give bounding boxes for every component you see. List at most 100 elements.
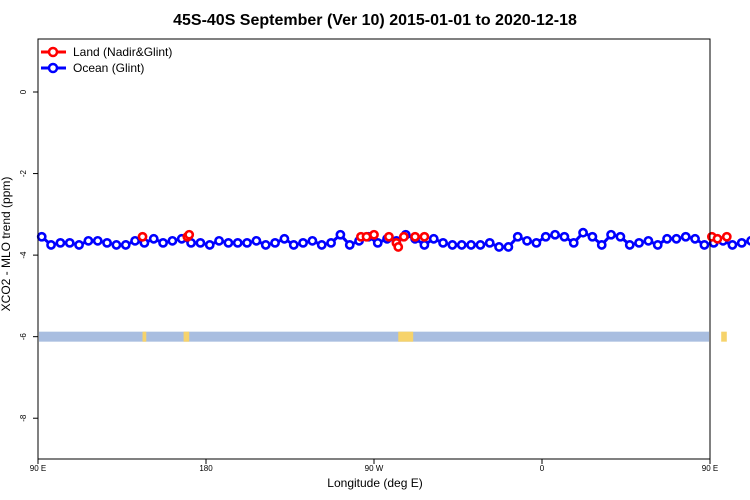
land-point [419,231,430,242]
ocean-point [167,235,178,246]
ocean-point [568,237,579,248]
x-tick-label: 90 E [702,464,718,473]
data-series [36,227,750,252]
ocean-point [316,240,327,250]
ocean-point [447,240,458,250]
land-mask-segment [183,331,190,342]
ocean-point [456,240,467,250]
y-tick-label: -6 [19,333,28,341]
ocean-point [624,240,635,250]
land-point [137,231,148,242]
land-ocean-mask [39,331,727,342]
ocean-point [643,235,654,246]
ocean-point [204,240,215,250]
chart-title: 45S-40S September (Ver 10) 2015-01-01 to… [173,12,577,29]
ocean-point [531,237,542,248]
ocean-point [503,242,514,252]
legend-land-marker [47,46,59,58]
y-tick-label: 0 [19,89,28,94]
ocean-point [596,240,607,250]
ocean-point [260,240,271,250]
ocean-point [130,235,140,246]
ocean-mask-strip [39,331,709,342]
land-mask-segment [142,331,147,342]
ocean-point [74,240,84,250]
ocean-series [36,227,750,252]
ocean-point [727,240,738,250]
land-series [137,229,732,252]
ocean-point [148,233,159,244]
ocean-point [344,240,355,250]
legend-land-label: Land (Nadir&Glint) [73,45,172,59]
ocean-point [512,231,523,242]
ocean-point [111,240,122,250]
ocean-point [251,235,262,246]
ocean-point [606,229,616,240]
ocean-point [83,235,94,246]
ocean-point [223,237,234,248]
ocean-point [55,237,66,248]
ocean-point [242,237,252,248]
ocean-point [634,237,644,248]
land-point [361,231,372,242]
ocean-point [522,235,532,246]
land-point [410,231,420,242]
land-point [384,231,394,242]
ocean-point [699,240,710,250]
ocean-point [484,237,495,248]
plot-frame [37,38,711,460]
ocean-point [578,227,588,238]
ocean-point [288,240,299,250]
land-mask-segment [721,331,727,342]
land-point [184,229,195,240]
ocean-point [736,237,747,248]
ocean-point [615,231,626,242]
land-mask-segment [398,331,414,342]
ocean-point [270,237,280,248]
legend-ocean-label: Ocean (Glint) [73,61,144,75]
ocean-point [540,231,551,242]
ocean-point [550,229,560,240]
ocean-point [587,231,598,242]
y-tick-label: -4 [19,251,28,259]
ocean-point [438,237,448,248]
x-tick-label: 180 [199,464,213,473]
land-point [369,229,379,240]
x-tick-label: 90 E [30,464,46,473]
x-axis-label: Longitude (deg E) [327,476,422,490]
ocean-point [475,240,486,250]
ocean-point [326,237,336,248]
ocean-point [680,231,691,242]
y-tick-label: -8 [19,414,28,422]
ocean-point [46,240,56,250]
ocean-point [36,231,47,242]
ocean-point [195,237,206,248]
x-tick-label: 90 W [365,464,384,473]
ocean-point [92,235,103,246]
ocean-point [279,233,290,244]
axis-ticks: 90 E 180 90 W 0 90 E 0 -2 -4 -6 -8 [19,89,718,473]
ocean-point [428,233,439,244]
ocean-point [232,237,243,248]
ocean-point [335,229,346,240]
legend-ocean-marker [47,62,59,74]
ocean-point [690,233,700,244]
legend: Land (Nadir&Glint) Ocean (Glint) [41,45,172,75]
land-point [721,231,732,242]
ocean-point [102,237,112,248]
y-tick-label: -2 [19,169,28,177]
ocean-point [662,233,672,244]
ocean-point [652,240,663,250]
ocean-point [214,235,224,246]
y-axis-label: XCO2 - MLO trend (ppm) [0,177,13,312]
ocean-point [307,235,318,246]
ocean-point [494,242,504,252]
ocean-point [158,237,168,248]
ocean-point [120,240,131,250]
land-point [712,233,723,244]
ocean-point [559,231,570,242]
ocean-point [419,240,430,250]
ocean-point [298,237,308,248]
land-point [398,231,409,242]
